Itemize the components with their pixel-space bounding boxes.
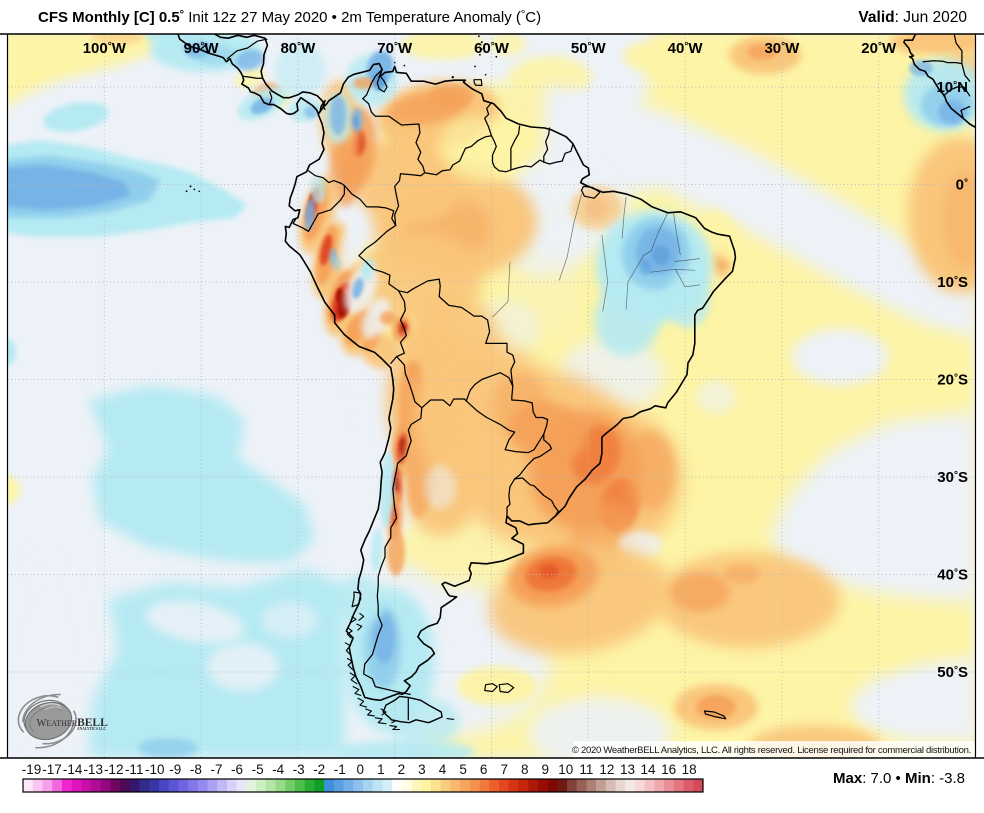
svg-text:90°W: 90°W	[184, 40, 220, 57]
svg-text:18: 18	[682, 762, 697, 777]
svg-text:40°S: 40°S	[937, 567, 968, 584]
svg-text:100°W: 100°W	[83, 40, 127, 57]
svg-text:40°W: 40°W	[668, 40, 704, 57]
svg-text:© 2020 WeatherBELL Analytics,: © 2020 WeatherBELL Analytics, LLC. All r…	[572, 745, 971, 756]
svg-text:80°W: 80°W	[280, 40, 316, 57]
svg-text:Max: 7.0 • Min: -3.8: Max: 7.0 • Min: -3.8	[833, 770, 965, 787]
svg-text:Valid: Jun 2020: Valid: Jun 2020	[858, 9, 967, 26]
svg-text:10: 10	[558, 762, 573, 777]
svg-text:7: 7	[500, 762, 508, 777]
svg-text:-17: -17	[42, 762, 62, 777]
svg-text:14: 14	[640, 762, 656, 777]
svg-text:13: 13	[620, 762, 635, 777]
svg-text:-13: -13	[83, 762, 103, 777]
svg-text:-19: -19	[22, 762, 42, 777]
svg-text:-8: -8	[190, 762, 202, 777]
svg-text:4: 4	[439, 762, 447, 777]
svg-text:30°S: 30°S	[937, 469, 968, 486]
svg-text:-14: -14	[63, 762, 83, 777]
svg-text:1: 1	[377, 762, 385, 777]
svg-text:WEATHERBELL: WEATHERBELL	[37, 717, 109, 729]
svg-text:50°S: 50°S	[937, 664, 968, 681]
svg-text:-1: -1	[334, 762, 346, 777]
svg-text:-2: -2	[313, 762, 325, 777]
svg-text:50°W: 50°W	[571, 40, 607, 57]
svg-text:-11: -11	[125, 762, 144, 777]
svg-text:0: 0	[357, 762, 365, 777]
svg-text:30°W: 30°W	[764, 40, 800, 57]
svg-text:-7: -7	[210, 762, 222, 777]
svg-text:-3: -3	[293, 762, 305, 777]
svg-text:70°W: 70°W	[377, 40, 413, 57]
svg-text:12: 12	[599, 762, 614, 777]
svg-text:20°W: 20°W	[861, 40, 897, 57]
svg-text:10°N: 10°N	[936, 79, 968, 96]
svg-text:11: 11	[579, 762, 593, 777]
svg-text:3: 3	[418, 762, 426, 777]
svg-text:5: 5	[459, 762, 467, 777]
svg-text:-6: -6	[231, 762, 243, 777]
svg-text:60°W: 60°W	[474, 40, 510, 57]
svg-text:2: 2	[398, 762, 406, 777]
svg-text:-4: -4	[272, 762, 284, 777]
svg-text:-12: -12	[104, 762, 124, 777]
svg-text:10°S: 10°S	[937, 274, 968, 291]
svg-text:6: 6	[480, 762, 488, 777]
svg-text:16: 16	[661, 762, 676, 777]
svg-text:20°S: 20°S	[937, 372, 968, 389]
svg-text:-5: -5	[252, 762, 264, 777]
svg-text:-9: -9	[169, 762, 181, 777]
svg-text:ANALYTICS LLC: ANALYTICS LLC	[77, 727, 107, 731]
svg-text:-10: -10	[145, 762, 165, 777]
svg-text:CFS Monthly [C] 0.5° Init 12z: CFS Monthly [C] 0.5° Init 12z 27 May 202…	[38, 9, 541, 26]
svg-text:9: 9	[541, 762, 549, 777]
svg-text:8: 8	[521, 762, 529, 777]
